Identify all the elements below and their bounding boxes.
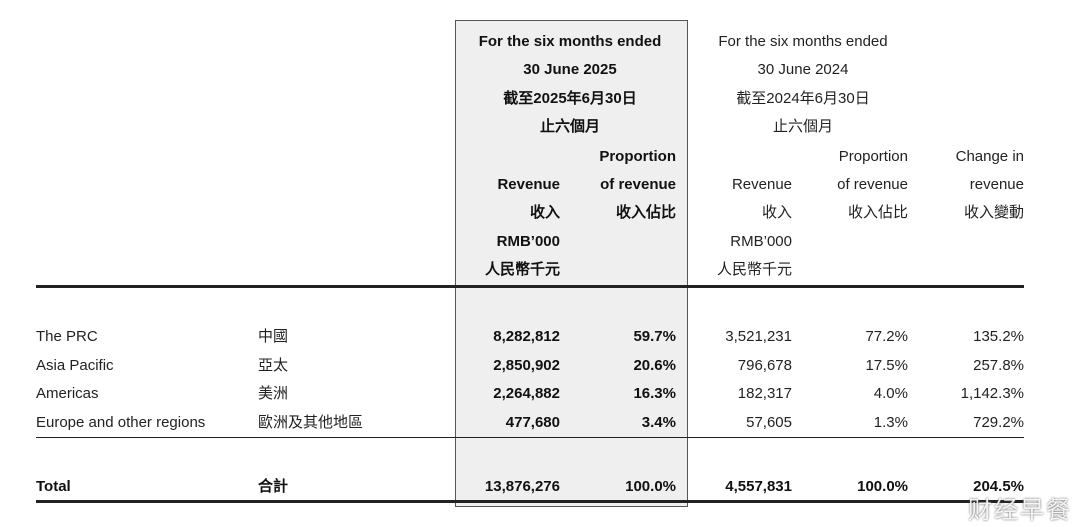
- column-header: 收入: [761, 204, 792, 221]
- column-header: 人民幣千元: [484, 261, 560, 278]
- row-label: Americas: [36, 385, 99, 402]
- period-header: 止六個月: [539, 118, 600, 135]
- row-label: The PRC: [36, 328, 98, 345]
- highlight-box: [455, 20, 688, 507]
- column-header: Change in: [955, 148, 1024, 165]
- period-header: 截至2025年6月30日: [503, 90, 637, 107]
- row-label-zh: 合計: [258, 478, 289, 495]
- period-header: 止六個月: [772, 118, 833, 135]
- cell: 729.2%: [973, 414, 1024, 431]
- row-label-zh: 亞太: [258, 357, 289, 374]
- row-label: Total: [36, 478, 71, 495]
- cell: 100.0%: [625, 478, 676, 495]
- cell: 1.3%: [873, 414, 908, 431]
- column-header: Revenue: [731, 176, 792, 193]
- cell: 257.8%: [973, 357, 1024, 374]
- row-rule: [36, 437, 1024, 438]
- period-header: 30 June 2025: [523, 61, 617, 78]
- period-header: For the six months ended: [478, 33, 662, 50]
- row-label: Europe and other regions: [36, 414, 206, 431]
- cell: 57,605: [746, 414, 792, 431]
- column-header: RMB’000: [730, 233, 792, 250]
- cell: 182,317: [737, 385, 792, 402]
- row-label-zh: 歐洲及其他地區: [258, 414, 364, 431]
- cell: 3,521,231: [725, 328, 792, 345]
- column-header: of revenue: [837, 176, 908, 193]
- column-header: Proportion: [599, 148, 676, 165]
- cell: 16.3%: [633, 385, 676, 402]
- cell: 20.6%: [633, 357, 676, 374]
- cell: 4.0%: [873, 385, 908, 402]
- cell: 2,264,882: [493, 385, 560, 402]
- column-header: Proportion: [838, 148, 908, 165]
- column-header: RMB’000: [496, 233, 560, 250]
- cell: 204.5%: [973, 478, 1024, 495]
- cell: 135.2%: [973, 328, 1024, 345]
- cell: 59.7%: [633, 328, 676, 345]
- row-label: Asia Pacific: [36, 357, 114, 374]
- column-header: revenue: [969, 176, 1024, 193]
- period-header: 截至2024年6月30日: [736, 90, 870, 107]
- column-header: Revenue: [497, 176, 560, 193]
- period-header: For the six months ended: [718, 33, 888, 50]
- column-header: 收入: [529, 204, 560, 221]
- column-header: 收入佔比: [615, 204, 676, 221]
- cell: 3.4%: [641, 414, 676, 431]
- cell: 77.2%: [865, 328, 908, 345]
- total-rule: [36, 500, 1024, 503]
- cell: 13,876,276: [484, 478, 560, 495]
- header-rule: [36, 285, 1024, 288]
- cell: 1,142.3%: [960, 385, 1024, 402]
- cell: 100.0%: [857, 478, 908, 495]
- row-label-zh: 美洲: [258, 385, 289, 402]
- cell: 4,557,831: [725, 478, 792, 495]
- column-header: 收入變動: [963, 204, 1024, 221]
- column-header: 人民幣千元: [716, 261, 792, 278]
- row-label-zh: 中國: [258, 328, 289, 345]
- cell: 8,282,812: [493, 328, 560, 345]
- cell: 17.5%: [865, 357, 908, 374]
- watermark: 财经早餐: [968, 497, 1072, 524]
- period-header: 30 June 2024: [757, 61, 849, 78]
- cell: 796,678: [737, 357, 792, 374]
- cell: 2,850,902: [493, 357, 560, 374]
- cell: 477,680: [505, 414, 560, 431]
- column-header: of revenue: [600, 176, 676, 193]
- column-header: 收入佔比: [847, 204, 908, 221]
